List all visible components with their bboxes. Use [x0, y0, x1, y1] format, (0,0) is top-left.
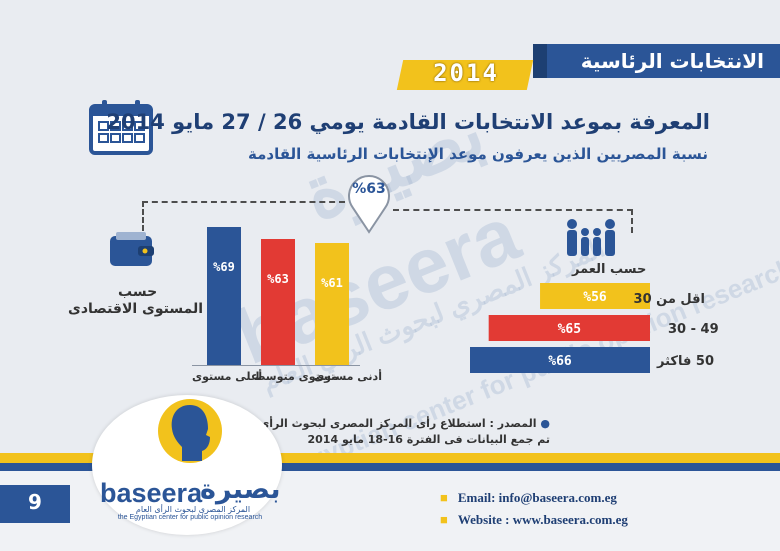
bullet-icon: ■ — [440, 512, 448, 527]
econ-chart-title-line1: حسب — [118, 284, 158, 300]
connector-left-down — [142, 201, 144, 231]
econ-category-label: مستوى متوسط — [254, 370, 339, 383]
age-category-label: 30 - 49 — [668, 322, 719, 337]
bullet-icon: ■ — [440, 490, 448, 505]
age-bar-chart: %56 %65 %66 — [470, 283, 650, 378]
map-pin-icon — [345, 170, 393, 238]
econ-bar-value: %63 — [267, 272, 289, 286]
logo-tagline-en: the Egyptian center for public opinion r… — [117, 514, 263, 521]
age-chart-title: حسب العمر — [572, 262, 647, 277]
age-bar-value: %65 — [558, 322, 581, 337]
source-line2: تم جمع البيانات فى الفترة 16-18 مايو 201… — [307, 433, 551, 446]
source-line1: المصدر : استطلاع رأى المركز المصرى لبحوث… — [182, 417, 537, 430]
website-line[interactable]: ■ Website : www.baseera.com.eg — [440, 512, 628, 528]
age-bar-value: %66 — [548, 354, 572, 369]
age-category-label: 50 فاكثر — [657, 354, 714, 369]
footer-band-blue — [0, 463, 780, 471]
econ-bar — [207, 227, 241, 365]
page-number-box — [0, 485, 70, 523]
lightbulb-head-icon — [150, 395, 230, 479]
footer-band-yellow — [0, 453, 780, 463]
connector-right-down — [631, 209, 633, 233]
title-band-accent — [533, 44, 547, 78]
headline: المعرفة بموعد الانتخابات القادمة يومي 26… — [106, 110, 710, 134]
econ-bar — [315, 243, 349, 365]
connector-right — [393, 209, 633, 211]
wallet-icon — [108, 230, 156, 274]
year-label: 2014 — [433, 59, 499, 87]
econ-chart-title-line2: المستوى الاقتصادى — [68, 301, 204, 317]
page-title: الانتخابات الرئاسية — [580, 49, 764, 73]
econ-chart-baseline — [192, 365, 360, 366]
title-band — [533, 44, 780, 78]
email-text[interactable]: Email: info@baseera.com.eg — [457, 490, 617, 505]
calendar-icon — [88, 98, 154, 160]
age-bar-value: %56 — [583, 290, 607, 305]
econ-bar — [261, 239, 295, 365]
econ-category-label: أدنى مستوى — [314, 370, 382, 383]
econ-category-label: أعلى مستوى — [192, 370, 263, 383]
age-bar — [488, 315, 650, 341]
econ-bar-value: %61 — [321, 276, 343, 290]
age-category-label: اقل من 30 — [633, 292, 705, 307]
source-note: ● المصدر : استطلاع رأى المركز المصرى لبح… — [182, 417, 550, 430]
page-number: 9 — [28, 490, 42, 514]
family-icon — [562, 218, 622, 262]
email-line[interactable]: ■ Email: info@baseera.com.eg — [440, 490, 617, 506]
subheadline: نسبة المصريين الذين يعرفون موعد الإنتخاب… — [248, 145, 708, 163]
overall-value: %63 — [352, 181, 386, 197]
logo-text-en: baseera — [100, 478, 203, 508]
age-bar — [470, 347, 650, 373]
connector-left — [142, 201, 345, 203]
bullet-icon: ● — [540, 417, 550, 430]
logo-text-ar: بصيرة — [200, 474, 281, 505]
econ-bar-chart: %69 %63 %61 — [195, 220, 365, 365]
website-text[interactable]: Website : www.baseera.com.eg — [457, 512, 628, 527]
age-bar — [540, 283, 650, 309]
logo-tagline-ar: المركز المصرى لبحوث الرأى العام — [135, 505, 251, 514]
econ-bar-value: %69 — [213, 260, 235, 274]
